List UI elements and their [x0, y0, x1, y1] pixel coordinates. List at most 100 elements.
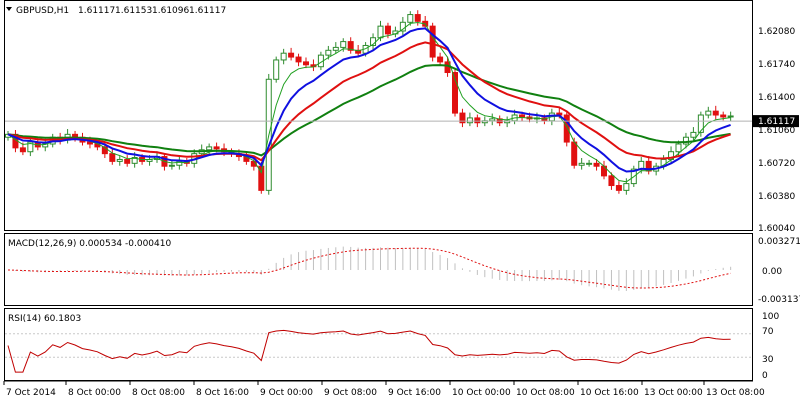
candle-body: [712, 110, 719, 116]
candle-body: [273, 59, 280, 80]
candle-body: [109, 153, 116, 162]
y-tick-label: 1.61400: [758, 93, 795, 103]
candle-body: [586, 162, 593, 165]
candle-body: [295, 56, 302, 63]
time-tick-label: 8 Oct 16:00: [196, 388, 249, 398]
macd-panel-frame: [4, 233, 753, 306]
candle-body: [116, 158, 123, 162]
candle-body: [288, 52, 295, 58]
macd-signal-line: [7, 247, 731, 289]
collapse-triangle-icon: [6, 7, 12, 11]
candle-body: [347, 41, 354, 51]
time-tick-label: 8 Oct 00:00: [68, 388, 121, 398]
candle-body: [727, 115, 734, 118]
candle-body: [168, 164, 175, 167]
y-tick-label: 1.61740: [758, 60, 795, 70]
candle-body: [407, 14, 414, 23]
macd-title: MACD(12,26,9) 0.000534 -0.000410: [8, 239, 171, 249]
candle-body: [615, 185, 622, 191]
candle-body: [131, 157, 138, 164]
candle-body: [303, 61, 309, 66]
candle-body: [474, 117, 481, 124]
candle-body: [720, 114, 727, 118]
moving-average-line: [7, 27, 731, 173]
rsi-tick-label: 0: [762, 371, 768, 381]
macd-tick-label: 0.00: [762, 267, 782, 277]
moving-averages: [7, 21, 731, 183]
candle-body: [623, 183, 630, 191]
time-tick-label: 10 Oct 08:00: [516, 388, 575, 398]
rsi-line: [7, 329, 731, 373]
candle-body: [332, 46, 339, 51]
rsi-title: RSI(14) 60.1803: [8, 314, 81, 324]
candle-body: [519, 114, 526, 118]
candle-body: [705, 110, 712, 116]
moving-average-line: [7, 64, 731, 157]
candle-body: [466, 117, 473, 124]
header-open: 1.61117: [78, 6, 115, 16]
time-axis: 7 Oct 2014 8 Oct 00:00 8 Oct 08:00 8 Oct 16…: [3, 380, 765, 398]
candle-body: [563, 114, 570, 143]
candle-body: [399, 21, 406, 32]
candle-body: [280, 52, 287, 61]
candle-body: [213, 146, 220, 150]
candle-body: [459, 112, 466, 124]
moving-average-line: [7, 21, 731, 183]
candle-body: [101, 146, 108, 155]
candle-body: [384, 25, 391, 35]
header-low: 1.61096: [152, 6, 189, 16]
candle-body: [608, 175, 615, 187]
rsi-tick-label: 70: [762, 327, 774, 337]
time-tick-label: 10 Oct 00:00: [452, 388, 511, 398]
y-tick-label: 1.60380: [758, 192, 795, 202]
candle-body: [340, 41, 347, 48]
candle-body: [675, 143, 682, 153]
time-tick-label: 7 Oct 2014: [6, 388, 56, 398]
moving-average-line: [7, 41, 731, 162]
y-tick-label: 1.60720: [758, 159, 795, 169]
time-tick-label: 8 Oct 08:00: [132, 388, 185, 398]
candle-body: [27, 141, 34, 153]
candle-body: [124, 158, 131, 164]
candle-body: [437, 56, 444, 63]
macd-tick-label: 0.003271: [758, 237, 800, 247]
current-price-label: 1.61117: [758, 117, 795, 127]
candle-body: [593, 162, 600, 167]
price-axis: 1.62080 1.61740 1.61400 1.61060 1.60720 …: [758, 27, 795, 234]
header-close: 1.61117: [189, 6, 226, 16]
candle-body: [206, 146, 213, 151]
y-tick-label: 1.61060: [758, 126, 795, 136]
candle-body: [377, 25, 384, 39]
time-tick-label: 10 Oct 16:00: [580, 388, 639, 398]
time-tick-label: 9 Oct 00:00: [260, 388, 313, 398]
current-price-box: [753, 115, 799, 128]
candle-body: [86, 141, 93, 145]
candle-body: [452, 72, 458, 114]
candle-body: [19, 147, 26, 153]
candle-body: [489, 118, 496, 122]
time-tick-label: 9 Oct 16:00: [388, 388, 441, 398]
price-title: GBPUSD,H1 1.61117 1.61153 1.61096 1.6111…: [6, 6, 226, 16]
candle-body: [578, 162, 585, 166]
macd-tick-label: -0.003137: [758, 295, 800, 305]
time-tick-label: 9 Oct 08:00: [324, 388, 377, 398]
y-tick-label: 1.62080: [758, 27, 795, 37]
candle-body: [325, 49, 332, 56]
time-tick-label: 13 Oct 08:00: [706, 388, 765, 398]
symbol-title: GBPUSD,H1: [16, 6, 69, 16]
time-tick-label: 13 Oct 00:00: [644, 388, 703, 398]
candle-body: [414, 14, 421, 22]
candle-body: [355, 49, 362, 54]
candle-body: [682, 136, 689, 145]
rsi-tick-label: 30: [762, 355, 774, 365]
candle-body: [690, 131, 697, 138]
price-panel-frame: [4, 0, 753, 231]
candle-body: [697, 114, 704, 133]
candle-body: [429, 25, 436, 58]
y-tick-label: 1.60040: [758, 224, 795, 234]
header-high: 1.61153: [115, 6, 152, 16]
rsi-tick-label: 100: [762, 312, 779, 322]
candle-body: [571, 141, 578, 166]
